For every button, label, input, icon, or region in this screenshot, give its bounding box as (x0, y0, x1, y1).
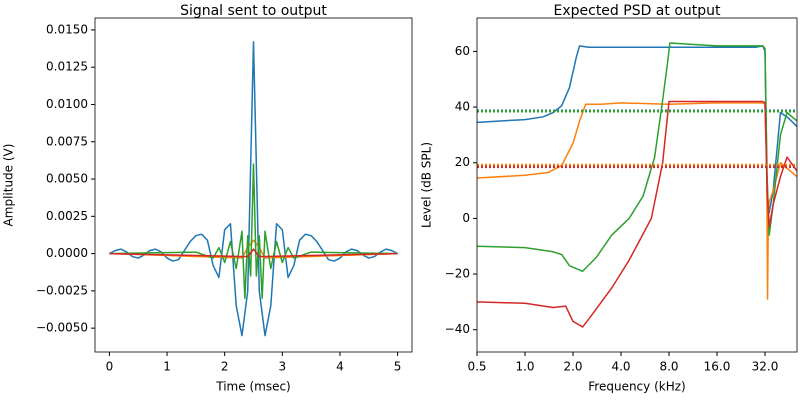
series-line (109, 239, 398, 259)
y-tick-label: 60 (455, 44, 470, 58)
y-tick-label: 0 (462, 211, 470, 225)
y-tick-label: 0.0150 (46, 22, 88, 36)
y-tick-label: −40 (445, 322, 470, 336)
y-tick-label: 20 (455, 155, 470, 169)
x-tick-label: 2 (221, 360, 229, 374)
y-tick-label: 40 (455, 100, 470, 114)
axes-title: Signal sent to output (180, 3, 327, 19)
y-axis-label: Amplitude (V) (2, 144, 16, 227)
x-tick-label: 2.0 (563, 360, 582, 374)
series-line (109, 163, 398, 300)
x-tick-label: 0.5 (467, 360, 486, 374)
x-tick-label: 4.0 (611, 360, 630, 374)
y-tick-label: 0.0000 (46, 246, 88, 260)
x-tick-label: 8.0 (659, 360, 678, 374)
x-tick-label: 32.0 (752, 360, 779, 374)
x-axis-label: Frequency (kHz) (588, 380, 685, 394)
axes-frame (94, 17, 413, 353)
axes-title: Expected PSD at output (553, 3, 721, 19)
y-tick-label: 0.0050 (46, 172, 88, 186)
y-tick-label: 0.0025 (46, 209, 88, 223)
x-axis-label: Time (msec) (215, 380, 290, 394)
axes: Expected PSD at output Frequency (kHz) Lev… (420, 3, 798, 394)
series-line (109, 41, 398, 337)
x-tick-label: 3 (278, 360, 286, 374)
axes: Signal sent to output Time (msec) Amplitud… (2, 3, 413, 394)
plot-area (109, 41, 398, 337)
x-tick-label: 5 (394, 360, 402, 374)
x-tick-label: 1 (163, 360, 171, 374)
x-tick-label: 16.0 (704, 360, 731, 374)
series-line (477, 100, 797, 328)
y-tick-label: 0.0075 (46, 134, 88, 148)
x-tick-label: 0 (106, 360, 114, 374)
axes-frame (476, 17, 798, 353)
x-tick-label: 4 (336, 360, 344, 374)
series-line (477, 45, 797, 214)
series-line (109, 248, 398, 258)
y-tick-label: −0.0050 (36, 321, 88, 335)
series-line (477, 42, 797, 273)
y-tick-label: 0.0125 (46, 60, 88, 74)
series-line (477, 102, 797, 300)
y-axis-label: Level (dB SPL) (420, 142, 434, 228)
y-tick-label: 0.0100 (46, 97, 88, 111)
plot-area (477, 42, 797, 328)
y-tick-label: −0.0025 (36, 283, 88, 297)
x-tick-label: 1.0 (515, 360, 534, 374)
y-tick-label: −20 (445, 267, 470, 281)
